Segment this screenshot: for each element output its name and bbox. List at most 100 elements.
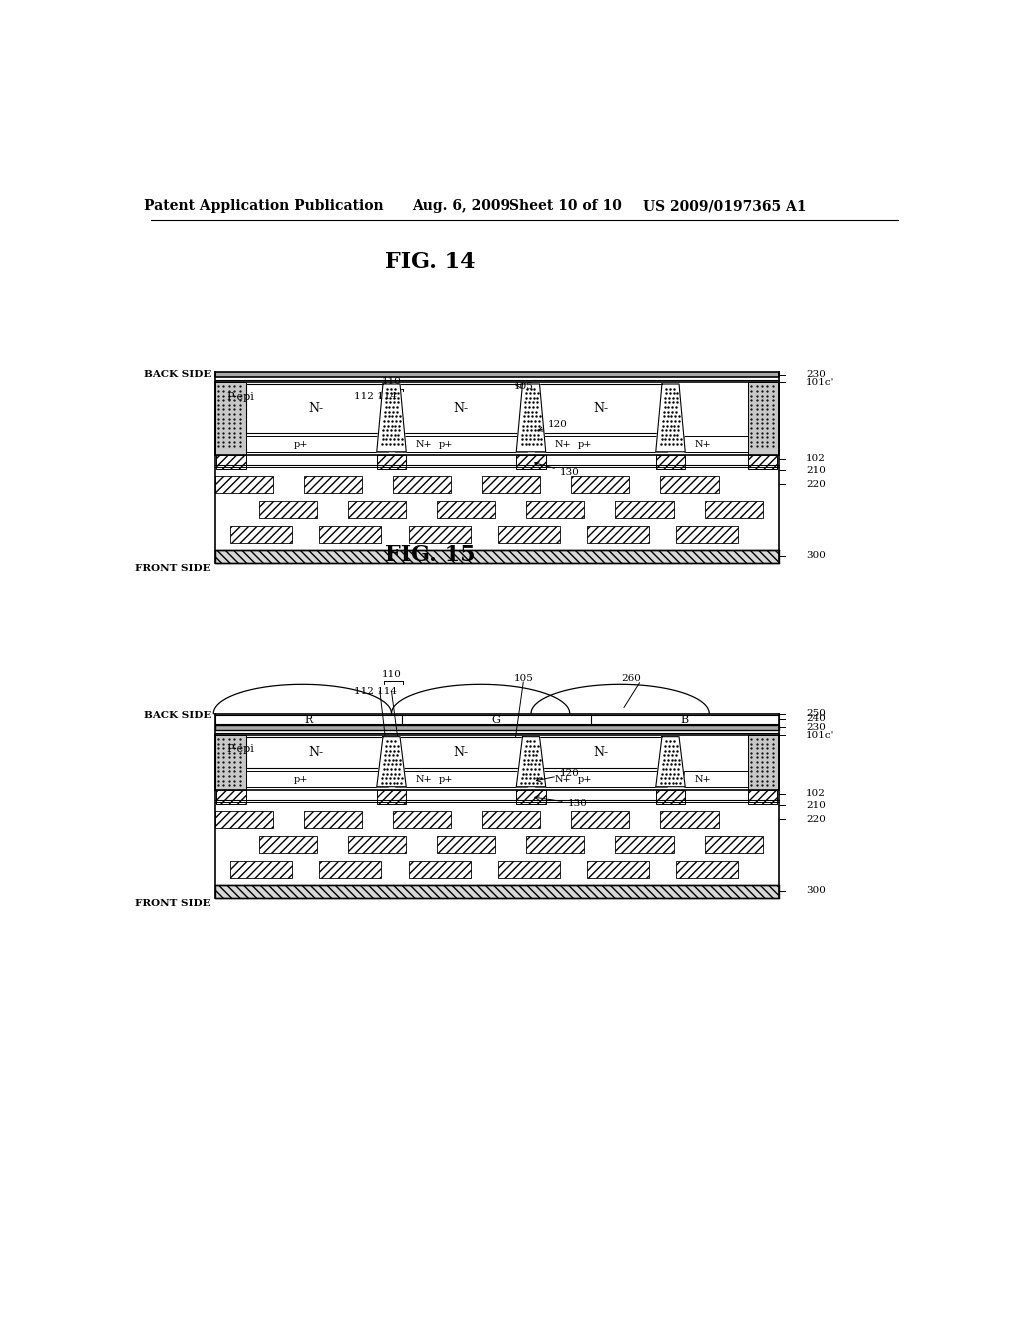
Text: 120: 120 [539, 420, 568, 432]
Bar [304, 475, 362, 492]
Polygon shape [377, 384, 407, 451]
Text: p+: p+ [578, 775, 593, 784]
Text: 210: 210 [806, 466, 826, 475]
Polygon shape [655, 384, 685, 451]
Bar [660, 810, 719, 828]
Text: 110: 110 [382, 378, 401, 387]
Bar [535, 771, 667, 787]
Bar [498, 861, 560, 878]
Bar [437, 502, 496, 517]
Text: N-: N- [593, 746, 608, 759]
Bar [526, 836, 585, 853]
Bar [676, 861, 738, 878]
Bar [246, 437, 388, 451]
Bar [587, 525, 649, 543]
Text: N+: N+ [416, 440, 432, 449]
Text: B: B [680, 714, 688, 725]
Text: FIG. 15: FIG. 15 [385, 544, 475, 566]
Bar [319, 525, 381, 543]
Bar [655, 455, 685, 469]
Text: BACK SIDE: BACK SIDE [143, 371, 211, 379]
Text: N+: N+ [555, 440, 571, 449]
Bar [748, 455, 777, 469]
Text: N-: N- [454, 746, 469, 759]
Text: FRONT SIDE: FRONT SIDE [135, 899, 211, 908]
Text: N-: N- [309, 746, 324, 759]
Text: 300: 300 [806, 886, 826, 895]
Polygon shape [516, 737, 546, 787]
Bar [705, 836, 763, 853]
Bar [395, 737, 527, 768]
Text: 105: 105 [513, 675, 534, 684]
Bar [246, 384, 388, 433]
Text: US 2009/0197365 A1: US 2009/0197365 A1 [643, 199, 807, 213]
Bar [535, 437, 667, 451]
Text: 220: 220 [806, 814, 826, 824]
Bar [304, 810, 362, 828]
Text: N+: N+ [555, 775, 571, 784]
Bar [571, 810, 630, 828]
Polygon shape [516, 384, 546, 451]
Text: FRONT SIDE: FRONT SIDE [135, 565, 211, 573]
Bar [516, 789, 546, 804]
Text: 300: 300 [806, 552, 826, 560]
Text: N-: N- [309, 403, 324, 416]
Text: 102: 102 [806, 454, 826, 463]
Bar [215, 549, 779, 562]
Bar [216, 455, 246, 469]
Text: 250: 250 [806, 709, 826, 718]
Bar [409, 861, 471, 878]
Bar [676, 525, 738, 543]
Text: p+: p+ [294, 775, 308, 784]
Text: p+: p+ [438, 775, 453, 784]
Bar [215, 735, 246, 789]
Bar [259, 502, 317, 517]
Bar [246, 771, 388, 787]
Bar [377, 789, 407, 804]
Bar [437, 836, 496, 853]
Bar [259, 836, 317, 853]
Text: Patent Application Publication: Patent Application Publication [143, 199, 383, 213]
Bar [705, 502, 763, 517]
Bar [571, 475, 630, 492]
Bar [215, 383, 779, 455]
Bar [348, 502, 407, 517]
Polygon shape [377, 737, 407, 787]
Text: 101c': 101c' [806, 378, 835, 387]
Bar [215, 383, 246, 455]
Text: 105: 105 [513, 381, 534, 391]
Text: P-epi: P-epi [226, 744, 254, 754]
Bar [230, 861, 292, 878]
Text: 230: 230 [806, 371, 826, 379]
Bar [393, 810, 452, 828]
Bar [409, 525, 471, 543]
Bar [587, 861, 649, 878]
Text: p+: p+ [294, 440, 308, 449]
Text: Sheet 10 of 10: Sheet 10 of 10 [509, 199, 623, 213]
Bar [684, 771, 748, 787]
Text: 210: 210 [806, 801, 826, 809]
Text: 112 114: 112 114 [354, 686, 397, 696]
Bar [395, 437, 527, 451]
Text: 220: 220 [806, 479, 826, 488]
Bar [215, 725, 779, 730]
Bar [748, 735, 779, 789]
Text: p+: p+ [578, 440, 593, 449]
Bar [215, 715, 779, 725]
Text: N-: N- [593, 403, 608, 416]
Bar [526, 502, 585, 517]
Text: BACK SIDE: BACK SIDE [143, 711, 211, 721]
Bar [498, 525, 560, 543]
Bar [615, 836, 674, 853]
Bar [395, 384, 527, 433]
Bar [535, 384, 667, 433]
Bar [215, 372, 779, 378]
Bar [377, 455, 407, 469]
Text: 112 114: 112 114 [354, 392, 397, 401]
Bar [748, 789, 777, 804]
Bar [660, 475, 719, 492]
Bar [516, 455, 546, 469]
Bar [615, 502, 674, 517]
Bar [748, 383, 779, 455]
Bar [215, 884, 779, 898]
